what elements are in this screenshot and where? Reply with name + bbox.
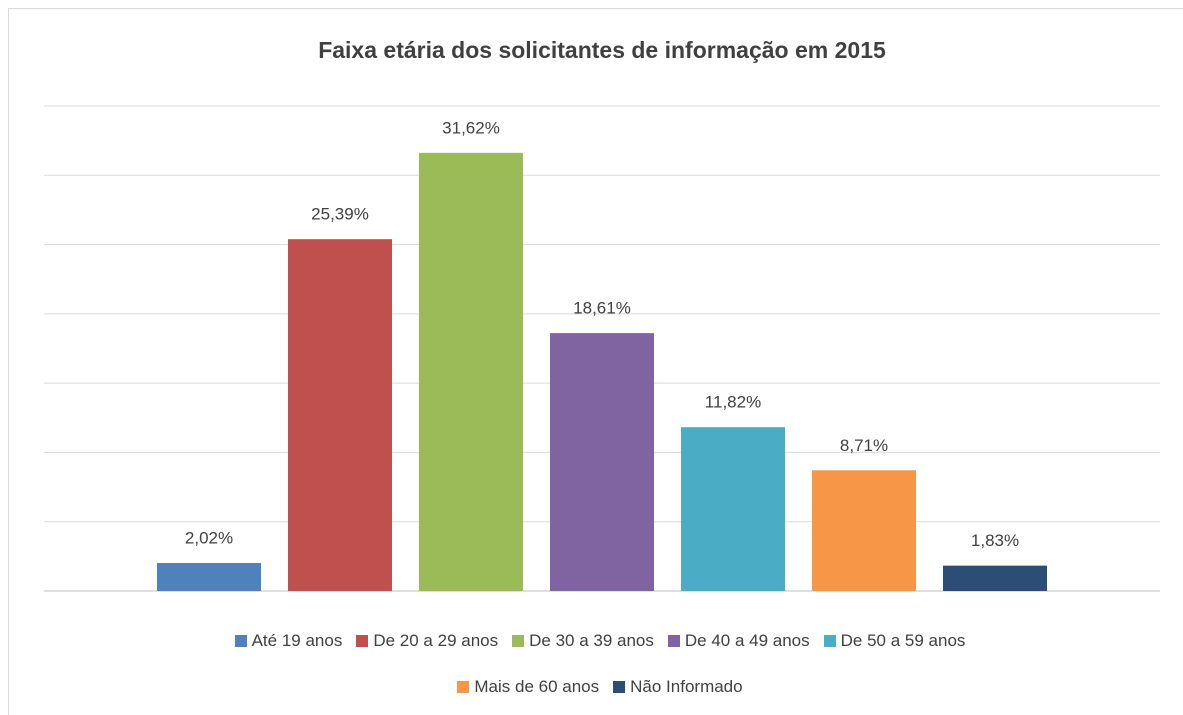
chart-title: Faixa etária dos solicitantes de informa… [318,37,886,63]
legend-swatch [356,635,369,647]
data-label: 1,83% [971,531,1019,550]
legend: Até 19 anos De 20 a 29 anos De 30 a 39 ano… [200,628,1000,700]
legend-item: Não Informado [613,674,743,700]
bar [550,333,654,591]
legend-swatch [667,635,680,647]
legend-item: De 20 a 29 anos [356,628,498,654]
data-label: 2,02% [185,528,233,547]
legend-label: De 20 a 29 anos [373,631,499,650]
legend-item: De 30 a 39 anos [512,628,654,654]
chart-border [8,8,1183,715]
bar [681,427,785,591]
bar [419,152,523,591]
legend-swatch [512,635,525,647]
data-label: 31,62% [442,118,500,137]
data-label: 18,61% [573,299,631,318]
legend-label: De 30 a 39 anos [529,631,654,650]
legend-swatch [234,635,247,647]
bar [943,565,1047,591]
legend-item: Mais de 60 anos [457,674,599,700]
legend-label: Não Informado [630,677,743,696]
data-label: 8,71% [840,436,888,455]
data-label: 25,39% [311,205,369,224]
legend-item: De 40 a 49 anos [667,628,810,654]
bar [812,470,916,591]
data-label: 11,82% [705,393,761,412]
legend-swatch [457,681,470,693]
bar [288,239,392,591]
legend-label: Até 19 anos [251,631,343,650]
bar [157,563,261,591]
legend-label: Mais de 60 anos [474,677,600,696]
legend-swatch [613,681,626,693]
legend-item: Até 19 anos [234,628,343,654]
legend-item: De 50 a 59 anos [823,628,966,654]
legend-swatch [823,635,836,647]
legend-label: De 50 a 59 anos [840,631,966,650]
legend-label: De 40 a 49 anos [684,631,810,650]
